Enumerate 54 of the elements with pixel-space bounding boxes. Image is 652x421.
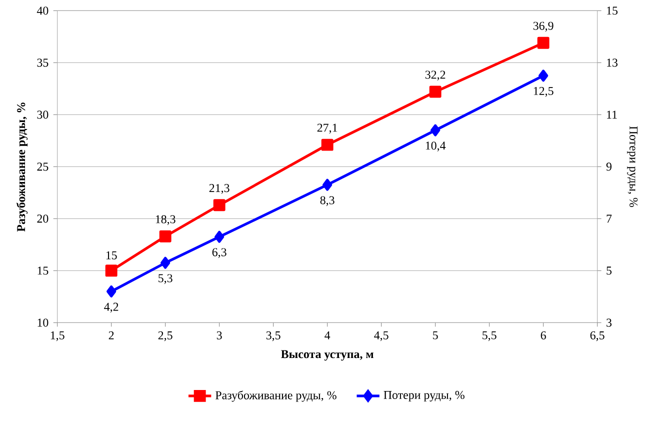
x-tick-label: 5,5 bbox=[482, 331, 496, 341]
x-tick-label: 4 bbox=[324, 331, 330, 340]
y2-tick-label: 15 bbox=[607, 6, 618, 15]
data-label: 4,2 bbox=[104, 302, 118, 312]
point bbox=[537, 36, 550, 49]
point bbox=[105, 264, 118, 276]
data-label: 36,9 bbox=[533, 22, 554, 32]
point bbox=[538, 70, 548, 82]
x-tick-label: 4,5 bbox=[374, 331, 388, 341]
point bbox=[214, 230, 224, 243]
legend-label: Потери руды, % bbox=[384, 390, 464, 402]
y-tick-label: 30 bbox=[37, 110, 48, 119]
y-tick-label: 15 bbox=[38, 266, 48, 275]
x-tick-label: 6 bbox=[540, 331, 546, 340]
data-label: 18,3 bbox=[156, 215, 176, 225]
y2-tick-label: 11 bbox=[607, 110, 617, 118]
data-label: 8,3 bbox=[320, 196, 334, 206]
y-tick-label: 40 bbox=[36, 6, 48, 15]
x-tick-label: 6,5 bbox=[590, 331, 604, 341]
data-label: 10,4 bbox=[426, 141, 446, 152]
x-tick-label: 5 bbox=[433, 331, 438, 340]
data-label: 5,3 bbox=[158, 274, 172, 284]
data-label: 15 bbox=[106, 251, 117, 260]
y2-tick-label: 7 bbox=[606, 214, 612, 222]
point bbox=[321, 138, 334, 151]
data-label: 12,5 bbox=[534, 86, 554, 97]
y2-tick-label: 5 bbox=[606, 266, 612, 274]
x-tick-label: 3,5 bbox=[266, 331, 280, 341]
y-tick-label: 35 bbox=[37, 58, 48, 67]
y-axis-title: Разубоживание руды, % bbox=[16, 102, 28, 232]
point bbox=[322, 178, 332, 191]
point bbox=[430, 124, 440, 136]
x-tick-label: 1,5 bbox=[50, 331, 64, 341]
y2-tick-label: 13 bbox=[607, 58, 618, 67]
point bbox=[429, 86, 442, 98]
point bbox=[106, 285, 116, 298]
x-tick-label: 2,5 bbox=[158, 331, 172, 341]
data-label: 27,1 bbox=[317, 124, 338, 134]
point bbox=[213, 199, 226, 211]
point bbox=[159, 230, 172, 242]
x-tick-label: 2 bbox=[108, 331, 114, 340]
y2-tick-label: 9 bbox=[606, 162, 612, 171]
data-label: 6,3 bbox=[212, 248, 226, 258]
y2-axis-title: Потери руды, % bbox=[627, 126, 638, 207]
legend-label: Разубоживание руды, % bbox=[216, 390, 336, 402]
data-label: 21,3 bbox=[209, 184, 230, 194]
data-label: 32,2 bbox=[425, 70, 446, 80]
x-axis-title: Высота уступа, м bbox=[281, 350, 374, 360]
y-tick-label: 25 bbox=[37, 162, 48, 171]
y-tick-label: 10 bbox=[38, 318, 48, 327]
x-tick-label: 3 bbox=[216, 331, 222, 340]
point bbox=[160, 256, 170, 269]
y-tick-label: 20 bbox=[37, 214, 48, 223]
y2-tick-label: 3 bbox=[606, 318, 612, 327]
